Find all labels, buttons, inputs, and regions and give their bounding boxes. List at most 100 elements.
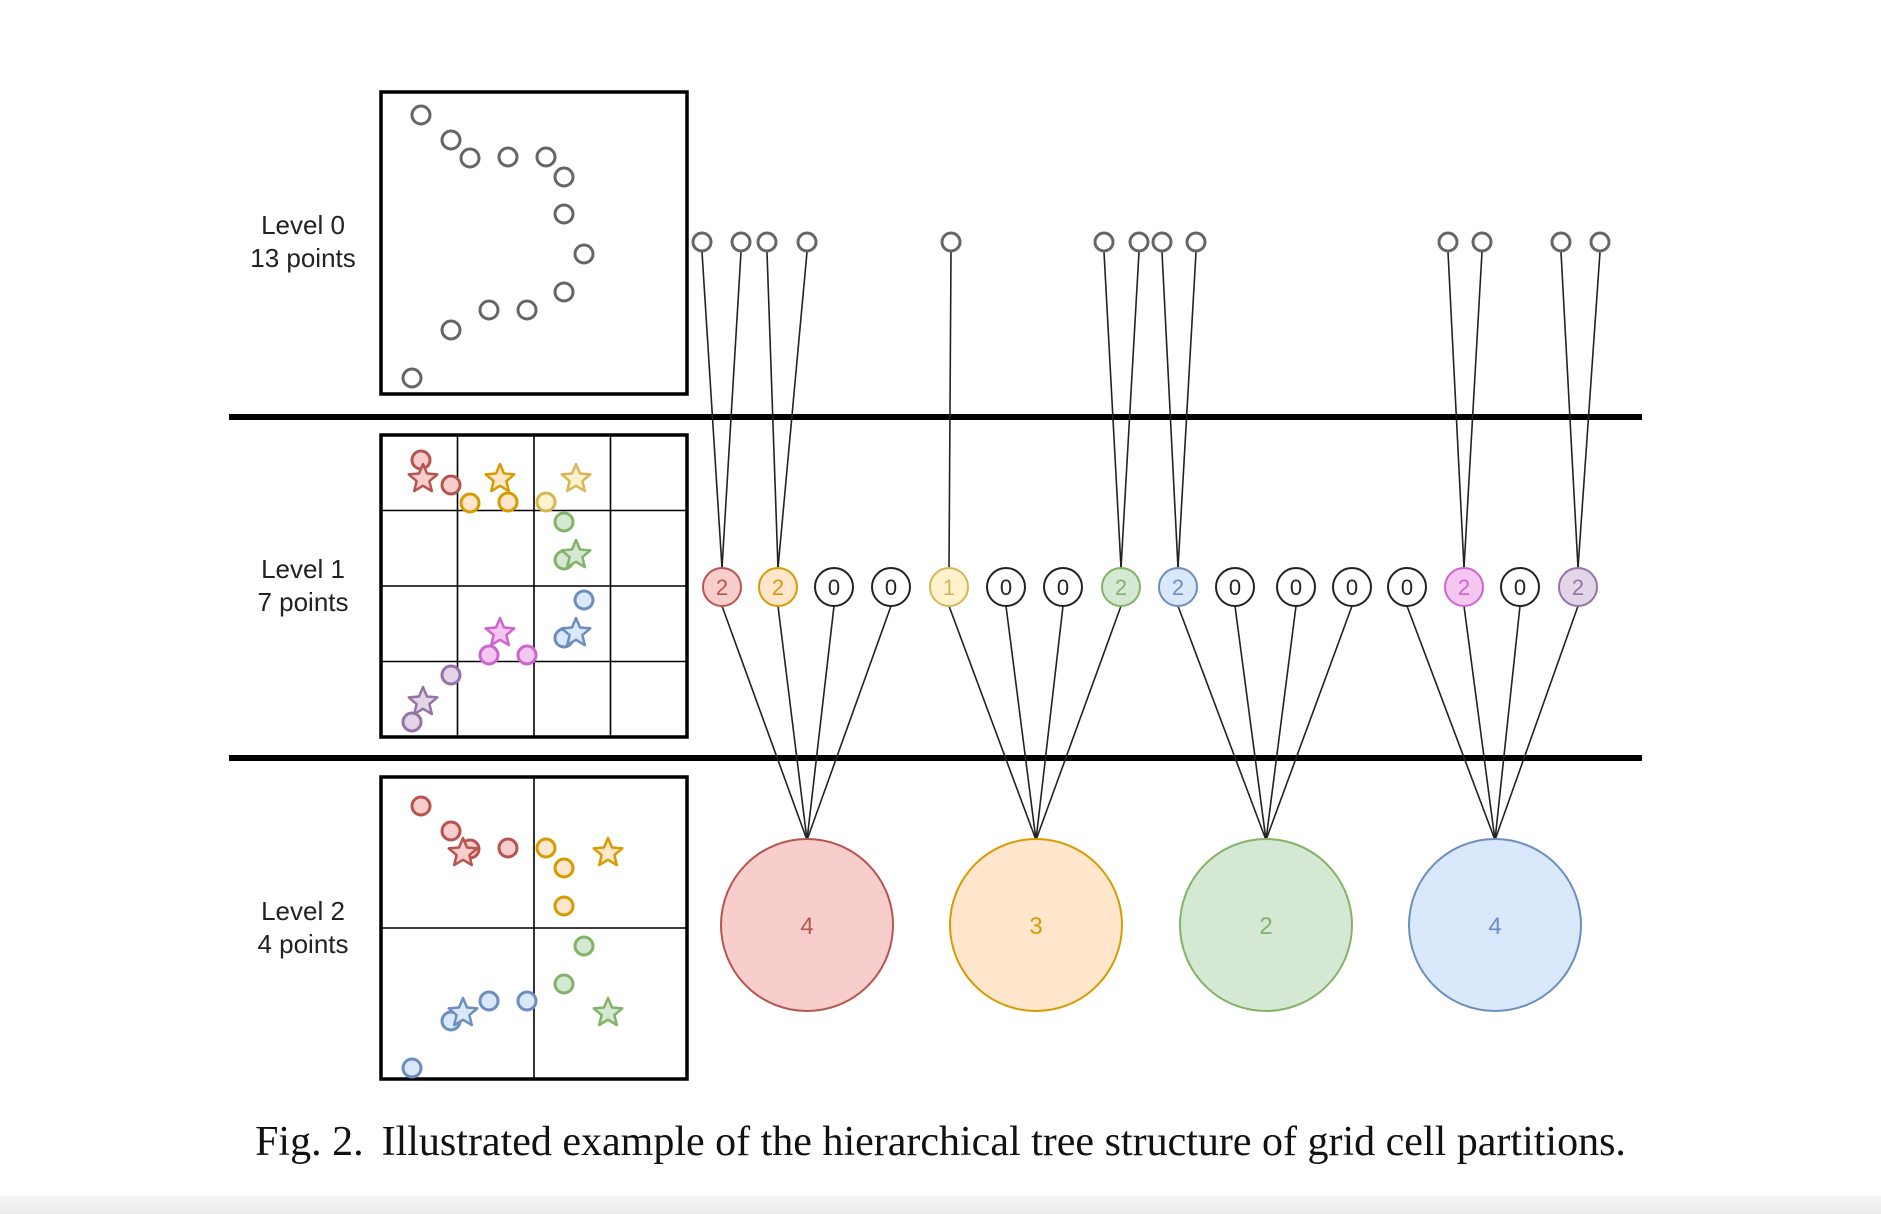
caption-text: Illustrated example of the hierarchical … (381, 1119, 1626, 1165)
data-point (497, 837, 519, 859)
tree-edge (777, 605, 808, 841)
data-point (410, 795, 432, 817)
level-0-leaf-node (1437, 231, 1459, 253)
data-point (553, 895, 575, 917)
tree-edge (1265, 605, 1297, 841)
level-0-leaf-node (691, 231, 713, 253)
level-1-node-circle (1276, 567, 1316, 607)
tree-edge (1234, 605, 1267, 841)
tree-edge (766, 251, 779, 569)
level-2-points (401, 795, 624, 1079)
level-1-node: 0 (1276, 567, 1316, 607)
level-1-points (401, 449, 595, 733)
level-0-panel (379, 90, 689, 396)
tree-edge (1560, 251, 1579, 569)
level-1-node: 2 (702, 567, 742, 607)
tree-edge (721, 251, 742, 569)
level-2-node-circle (949, 838, 1123, 1012)
level-1-node: 0 (814, 567, 854, 607)
level-2-node-circle (1179, 838, 1353, 1012)
level-1-node: 0 (871, 567, 911, 607)
cell-centroid-star (484, 616, 516, 647)
level-0-leaf-node (1185, 231, 1207, 253)
tree-edge (721, 605, 808, 841)
level-1-node: 2 (1558, 567, 1598, 607)
tree-edge (777, 251, 808, 569)
data-point (553, 511, 575, 533)
level-2-node: 4 (720, 838, 894, 1012)
data-point (478, 299, 500, 321)
tree-edge (1463, 605, 1496, 841)
data-point (553, 857, 575, 879)
data-point (410, 104, 432, 126)
level-1-panel (379, 433, 689, 739)
level-1-node-circle (1332, 567, 1372, 607)
cell-centroid-star (407, 462, 439, 493)
data-point (440, 474, 462, 496)
level-1-node-circle (1558, 567, 1598, 607)
tree-edge (806, 605, 835, 841)
cell-centroid-star (407, 685, 439, 716)
level-2-title: Level 2 (261, 896, 345, 926)
level-1-node: 0 (1332, 567, 1372, 607)
tree-edge (948, 251, 952, 569)
level-0-leaf-node (1471, 231, 1493, 253)
level-1-node-count: 2 (1458, 575, 1470, 600)
level-1-node-count: 2 (1172, 575, 1184, 600)
level-0-leaf-nodes (691, 231, 1611, 253)
level-2-node-count: 4 (800, 913, 813, 940)
data-point (459, 492, 481, 514)
level-1-node-count: 1 (943, 575, 955, 600)
level-2-point-count: 4 points (257, 929, 349, 959)
level-0-title: Level 0 (261, 210, 345, 240)
data-point (401, 1057, 423, 1079)
level-1-node: 2 (1158, 567, 1198, 607)
level-1-node-count: 0 (1514, 575, 1526, 600)
level-1-node: 0 (1043, 567, 1083, 607)
tree-edge (1447, 251, 1465, 569)
data-point (573, 935, 595, 957)
level-1-node: 2 (758, 567, 798, 607)
tree-edge (1494, 605, 1579, 841)
level-1-node: 2 (1444, 567, 1484, 607)
data-point (516, 990, 538, 1012)
data-point (401, 711, 423, 733)
tree-edge (1161, 251, 1179, 569)
level-1-label: Level 1 7 points (203, 553, 403, 619)
level-1-node-circle (758, 567, 798, 607)
level-1-node: 0 (1500, 567, 1540, 607)
tree-edge (1005, 605, 1037, 841)
data-point (535, 491, 557, 513)
tree-edge (1494, 605, 1521, 841)
level-1-node-circle (1158, 567, 1198, 607)
level-1-node-circle (702, 567, 742, 607)
level-2-node-circle (720, 838, 894, 1012)
tree-edge (1406, 605, 1496, 841)
level-0-leaf-node (1589, 231, 1611, 253)
level-2-label: Level 2 4 points (203, 895, 403, 961)
data-point (553, 203, 575, 225)
level-1-node-count: 0 (1346, 575, 1358, 600)
cell-centroid-star (447, 996, 479, 1027)
tree-edge (1103, 251, 1122, 569)
bottom-shade (0, 1196, 1881, 1214)
cell-centroid-star (560, 538, 592, 569)
level-1-node-circle (986, 567, 1026, 607)
level-1-node: 0 (1215, 567, 1255, 607)
data-point (553, 281, 575, 303)
level-1-node-circle (1101, 567, 1141, 607)
level-0-leaf-node (1550, 231, 1572, 253)
level-1-node-circle (814, 567, 854, 607)
level-0-leaf-node (1128, 231, 1150, 253)
level-1-node-count: 2 (1115, 575, 1127, 600)
tree-edge (1177, 605, 1267, 841)
data-point (573, 243, 595, 265)
level-2-node-count: 3 (1029, 913, 1042, 940)
data-point (573, 589, 595, 611)
data-point (440, 664, 462, 686)
level-2-nodes: 4 3 2 4 (720, 838, 1582, 1012)
cell-centroid-star (592, 996, 624, 1027)
level-0-leaf-node (940, 231, 962, 253)
data-point (401, 367, 423, 389)
